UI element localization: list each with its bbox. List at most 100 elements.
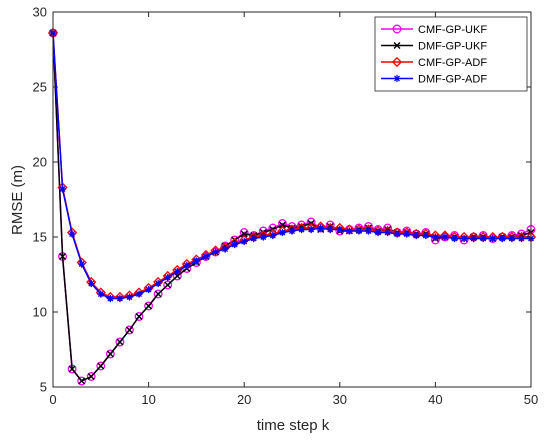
x-tick-label: 20 — [237, 392, 251, 407]
data-point — [221, 245, 229, 253]
data-point — [68, 230, 76, 238]
data-point — [355, 227, 363, 235]
x-tick-label: 10 — [141, 392, 155, 407]
data-point — [106, 350, 114, 358]
data-point — [135, 290, 143, 298]
data-point — [77, 376, 87, 386]
data-point — [68, 365, 76, 373]
data-point — [240, 230, 248, 238]
data-point — [78, 377, 86, 385]
data-point — [297, 225, 306, 234]
data-point — [489, 234, 497, 243]
axes-frame — [52, 11, 532, 388]
x-axis-label: time step k — [257, 417, 330, 434]
data-point — [391, 56, 403, 68]
y-tick-label: 15 — [33, 230, 47, 245]
data-point — [307, 225, 315, 234]
y-axis-label: RMSE (m) — [9, 165, 26, 235]
data-point — [211, 248, 220, 256]
data-point — [393, 230, 401, 238]
data-point — [145, 302, 153, 310]
data-point — [183, 261, 191, 270]
legend-label: CMF-GP-ADF — [418, 57, 487, 69]
legend-item: DMF-GP-ADF — [381, 74, 487, 86]
data-point — [115, 337, 125, 347]
data-point — [125, 325, 134, 335]
data-point — [125, 326, 133, 334]
data-point — [326, 225, 334, 234]
y-tick-label: 5 — [40, 380, 47, 395]
series-dmf-gp-adf — [49, 29, 535, 303]
data-point — [202, 252, 210, 261]
data-point — [384, 228, 392, 237]
data-point — [345, 227, 353, 235]
y-tick-label: 25 — [33, 80, 47, 95]
data-point — [145, 285, 153, 294]
data-point — [393, 74, 401, 83]
data-point — [306, 217, 316, 227]
data-point — [403, 230, 411, 238]
y-tick-label: 30 — [33, 5, 47, 20]
data-point — [250, 234, 258, 243]
data-point — [134, 312, 144, 321]
legend-item: CMF-GP-UKF — [381, 24, 487, 36]
data-point — [154, 290, 162, 298]
data-point — [441, 233, 449, 241]
data-point — [144, 301, 154, 311]
legend-item: DMF-GP-UKF — [381, 41, 487, 53]
data-point — [393, 42, 401, 49]
legend-label: DMF-GP-UKF — [418, 41, 487, 53]
legend-item: CMF-GP-ADF — [381, 56, 487, 69]
data-point — [498, 234, 506, 243]
data-point — [317, 224, 325, 232]
data-point — [336, 225, 344, 234]
data-point — [87, 279, 95, 288]
data-point — [450, 234, 459, 243]
data-point — [278, 228, 287, 237]
series-layer — [47, 27, 537, 386]
x-tick-label: 30 — [333, 392, 347, 407]
data-point — [154, 279, 162, 288]
y-tick-label: 10 — [33, 305, 47, 320]
data-point — [431, 233, 439, 241]
data-point — [153, 289, 163, 299]
data-point — [259, 233, 267, 241]
data-point — [173, 267, 181, 276]
data-point — [163, 280, 173, 290]
data-point — [105, 349, 115, 359]
data-point — [240, 237, 248, 246]
data-point — [479, 234, 487, 243]
legend-label: CMF-GP-UKF — [418, 24, 487, 36]
data-point — [125, 293, 134, 301]
x-tick-label: 0 — [49, 392, 56, 407]
data-point — [517, 234, 526, 243]
data-point — [392, 24, 402, 34]
data-point — [96, 361, 106, 371]
x-tick-label: 40 — [428, 392, 442, 407]
data-point — [59, 253, 67, 260]
data-point — [135, 313, 143, 320]
data-point — [460, 234, 468, 243]
data-point — [58, 185, 67, 193]
data-point — [106, 294, 114, 303]
data-point — [278, 221, 286, 229]
x-tick-label: 50 — [524, 392, 538, 407]
data-point — [97, 362, 105, 370]
data-point — [231, 240, 239, 249]
data-point — [164, 281, 172, 289]
legend: CMF-GP-UKF DMF-GP-UKF CMF-GP-ADF DMF-GP-ADF — [374, 16, 528, 92]
data-point — [412, 231, 420, 240]
ticks-layer: 0 10 20 30 40 50 5 10 15 20 25 30 — [33, 5, 539, 408]
data-point — [86, 372, 96, 381]
data-point — [508, 234, 516, 243]
y-tick-label: 20 — [33, 155, 47, 170]
data-point — [116, 338, 124, 346]
data-point — [422, 231, 430, 240]
legend-label: DMF-GP-ADF — [418, 74, 487, 86]
data-point — [192, 257, 200, 265]
data-point — [364, 227, 373, 235]
data-point — [269, 231, 277, 240]
data-point — [116, 294, 124, 303]
